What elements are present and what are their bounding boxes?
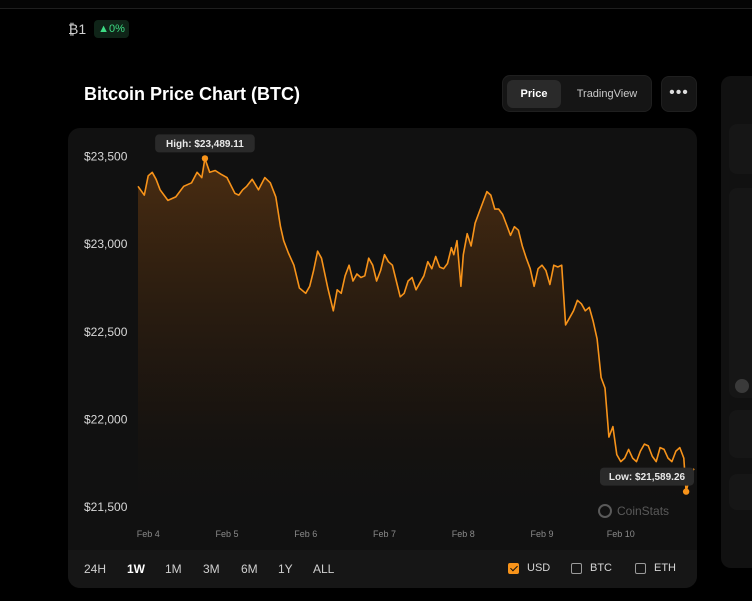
more-options-button[interactable]: •••	[661, 76, 697, 112]
currency-usd[interactable]: USD	[508, 562, 550, 574]
side-card: S 3	[729, 410, 752, 458]
toggle-knob[interactable]	[735, 379, 749, 393]
low-point-dot	[682, 488, 690, 495]
coinstats-watermark: CoinStats	[598, 504, 669, 518]
range-24h[interactable]: 24H	[84, 562, 107, 576]
page-title: Bitcoin Price Chart (BTC)	[84, 84, 301, 104]
coinstats-logo-icon	[598, 504, 612, 518]
y-tick-label: $23,000	[84, 237, 128, 251]
price-area	[138, 158, 694, 516]
x-tick-label: Feb 10	[607, 529, 635, 539]
high-point-box	[155, 134, 255, 153]
low-point-box	[600, 467, 694, 486]
x-tick-label: Feb 4	[137, 529, 160, 539]
y-tick-label: $22,000	[84, 413, 128, 427]
side-panel: C F T S 3	[721, 76, 752, 568]
range-1m[interactable]: 1M	[165, 562, 182, 576]
top-bar	[0, 0, 752, 9]
price-chart[interactable]: $23,500 $23,000 $22,500 $22,000 $21,500 Feb …	[68, 128, 697, 550]
x-tick-label: Feb 7	[373, 529, 396, 539]
chart-panel: $23,500 $23,000 $22,500 $22,000 $21,500 Feb …	[68, 128, 697, 588]
currency-eth[interactable]: ETH	[635, 562, 676, 574]
low-point-label: Low: $21,589.26	[609, 472, 686, 483]
range-1y[interactable]: 1Y	[278, 562, 293, 576]
change-badge: ▲0%	[94, 20, 129, 38]
watermark-text: CoinStats	[617, 504, 670, 518]
y-tick-label: $23,500	[84, 150, 128, 164]
eth-label: ETH	[654, 562, 676, 574]
side-card: F T	[729, 188, 752, 398]
eth-checkbox[interactable]	[635, 562, 646, 574]
x-tick-label: Feb 5	[215, 529, 238, 539]
btc-label: BTC	[590, 562, 612, 574]
price-line	[137, 157, 695, 493]
more-horizontal-icon: •••	[669, 84, 689, 101]
side-card: C	[729, 124, 752, 174]
range-6m[interactable]: 6M	[241, 562, 258, 576]
low-marker: Low: $21,589.26	[600, 467, 694, 495]
high-point-label: High: $23,489.11	[166, 139, 244, 150]
chart-controls: 24H 1W 1M 3M 6M 1Y ALL USD BTC ETH	[68, 550, 697, 588]
y-tick-label: $21,500	[84, 500, 128, 514]
high-point-dot	[201, 155, 209, 162]
y-tick-label: $22,500	[84, 325, 128, 339]
tab-tradingview[interactable]: TradingView	[576, 88, 638, 100]
range-1w[interactable]: 1W	[127, 562, 145, 576]
ticker: ₿1 ▲0%	[68, 20, 129, 38]
currency-btc[interactable]: BTC	[571, 562, 612, 574]
side-card	[729, 474, 752, 510]
x-tick-label: Feb 8	[452, 529, 475, 539]
btc-checkbox[interactable]	[571, 562, 582, 574]
high-marker: High: $23,489.11	[155, 134, 255, 162]
usd-label: USD	[527, 562, 551, 574]
view-toggle: Price TradingView	[502, 75, 652, 112]
x-tick-label: Feb 9	[530, 529, 553, 539]
btc-balance: ₿1	[68, 21, 87, 37]
usd-checkbox[interactable]	[508, 562, 519, 574]
range-all[interactable]: ALL	[313, 562, 335, 576]
x-tick-label: Feb 6	[294, 529, 317, 539]
tab-price[interactable]: Price	[507, 80, 561, 108]
range-3m[interactable]: 3M	[203, 562, 220, 576]
